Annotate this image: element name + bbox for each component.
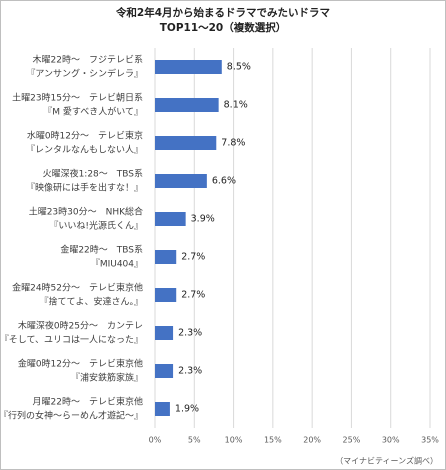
x-tick-label: 15% [264, 436, 282, 445]
y-tick-label: 『行列の女神～らーめん才遊記～』 [0, 410, 143, 422]
value-label: 1.9% [175, 404, 199, 415]
y-tick-label: 『浦安鉄筋家族』 [71, 372, 143, 384]
x-tick-label: 25% [343, 436, 361, 445]
x-tick-label: 35% [421, 436, 439, 445]
y-tick-label: 金曜0時12分～ テレビ東京他 [18, 358, 143, 370]
x-tick-label: 20% [303, 436, 321, 445]
y-tick-label: 『そして、ユリコは一人になった』 [0, 335, 143, 346]
y-tick-label: 『アンサング・シンデレラ』 [26, 68, 143, 80]
value-label: 7.8% [221, 138, 245, 149]
bar [155, 364, 174, 378]
y-tick-label: 金曜22時～ TBS系 [60, 244, 143, 256]
value-label: 8.5% [227, 62, 251, 73]
y-tick-label: 月曜22時～ テレビ東京他 [33, 396, 143, 408]
y-tick-label: 『レンタルなんもしない人』 [26, 145, 143, 156]
value-label: 3.9% [191, 214, 215, 225]
y-tick-label: 金曜24時52分～ テレビ東京他 [12, 282, 143, 294]
x-tick-label: 10% [225, 436, 243, 445]
y-tick-label: 土曜23時15分～ テレビ朝日系 [12, 92, 143, 104]
bar [155, 326, 174, 340]
value-label: 2.3% [178, 328, 202, 339]
y-tick-label: 『捨ててよ、安達さん。』 [39, 296, 143, 308]
bar [155, 98, 219, 112]
x-tick-label: 30% [382, 436, 400, 445]
y-tick-label: 木曜22時～ フジテレビ系 [33, 54, 143, 66]
value-label: 2.3% [178, 366, 202, 377]
bar [155, 288, 177, 302]
y-tick-label: 『MIU404』 [91, 259, 143, 270]
y-tick-label: 火曜深夜1:28～ TBS系 [43, 168, 143, 180]
value-label: 2.7% [181, 290, 205, 301]
y-tick-label: 土曜23時30分～ NHK総合 [29, 206, 143, 218]
y-tick-label: 『M 愛すべき人がいて』 [43, 106, 143, 118]
x-tick-label: 5% [188, 436, 201, 445]
bar [155, 60, 222, 74]
x-tick-label: 0% [149, 436, 162, 445]
chart-subtitle: TOP11～20（複数選択） [160, 21, 287, 34]
y-tick-label: 『いいね!光源氏くん』 [49, 220, 143, 232]
y-tick-label: 水曜0時12分～ テレビ東京 [27, 130, 143, 142]
bar [155, 136, 217, 150]
source: （マイナビティーンズ調べ） [335, 456, 438, 466]
value-label: 8.1% [224, 100, 248, 111]
chart-title: 令和2年4月から始まるドラマでみたいドラマ [115, 6, 331, 19]
bar [155, 402, 170, 416]
bar [155, 250, 177, 264]
y-tick-label: 『映像研には手を出すな！』 [26, 182, 143, 194]
value-label: 6.6% [212, 176, 236, 187]
bar [155, 212, 186, 226]
bar [155, 174, 207, 188]
y-tick-label: 木曜深夜0時25分～ カンテレ [18, 320, 143, 332]
value-label: 2.7% [181, 252, 205, 263]
